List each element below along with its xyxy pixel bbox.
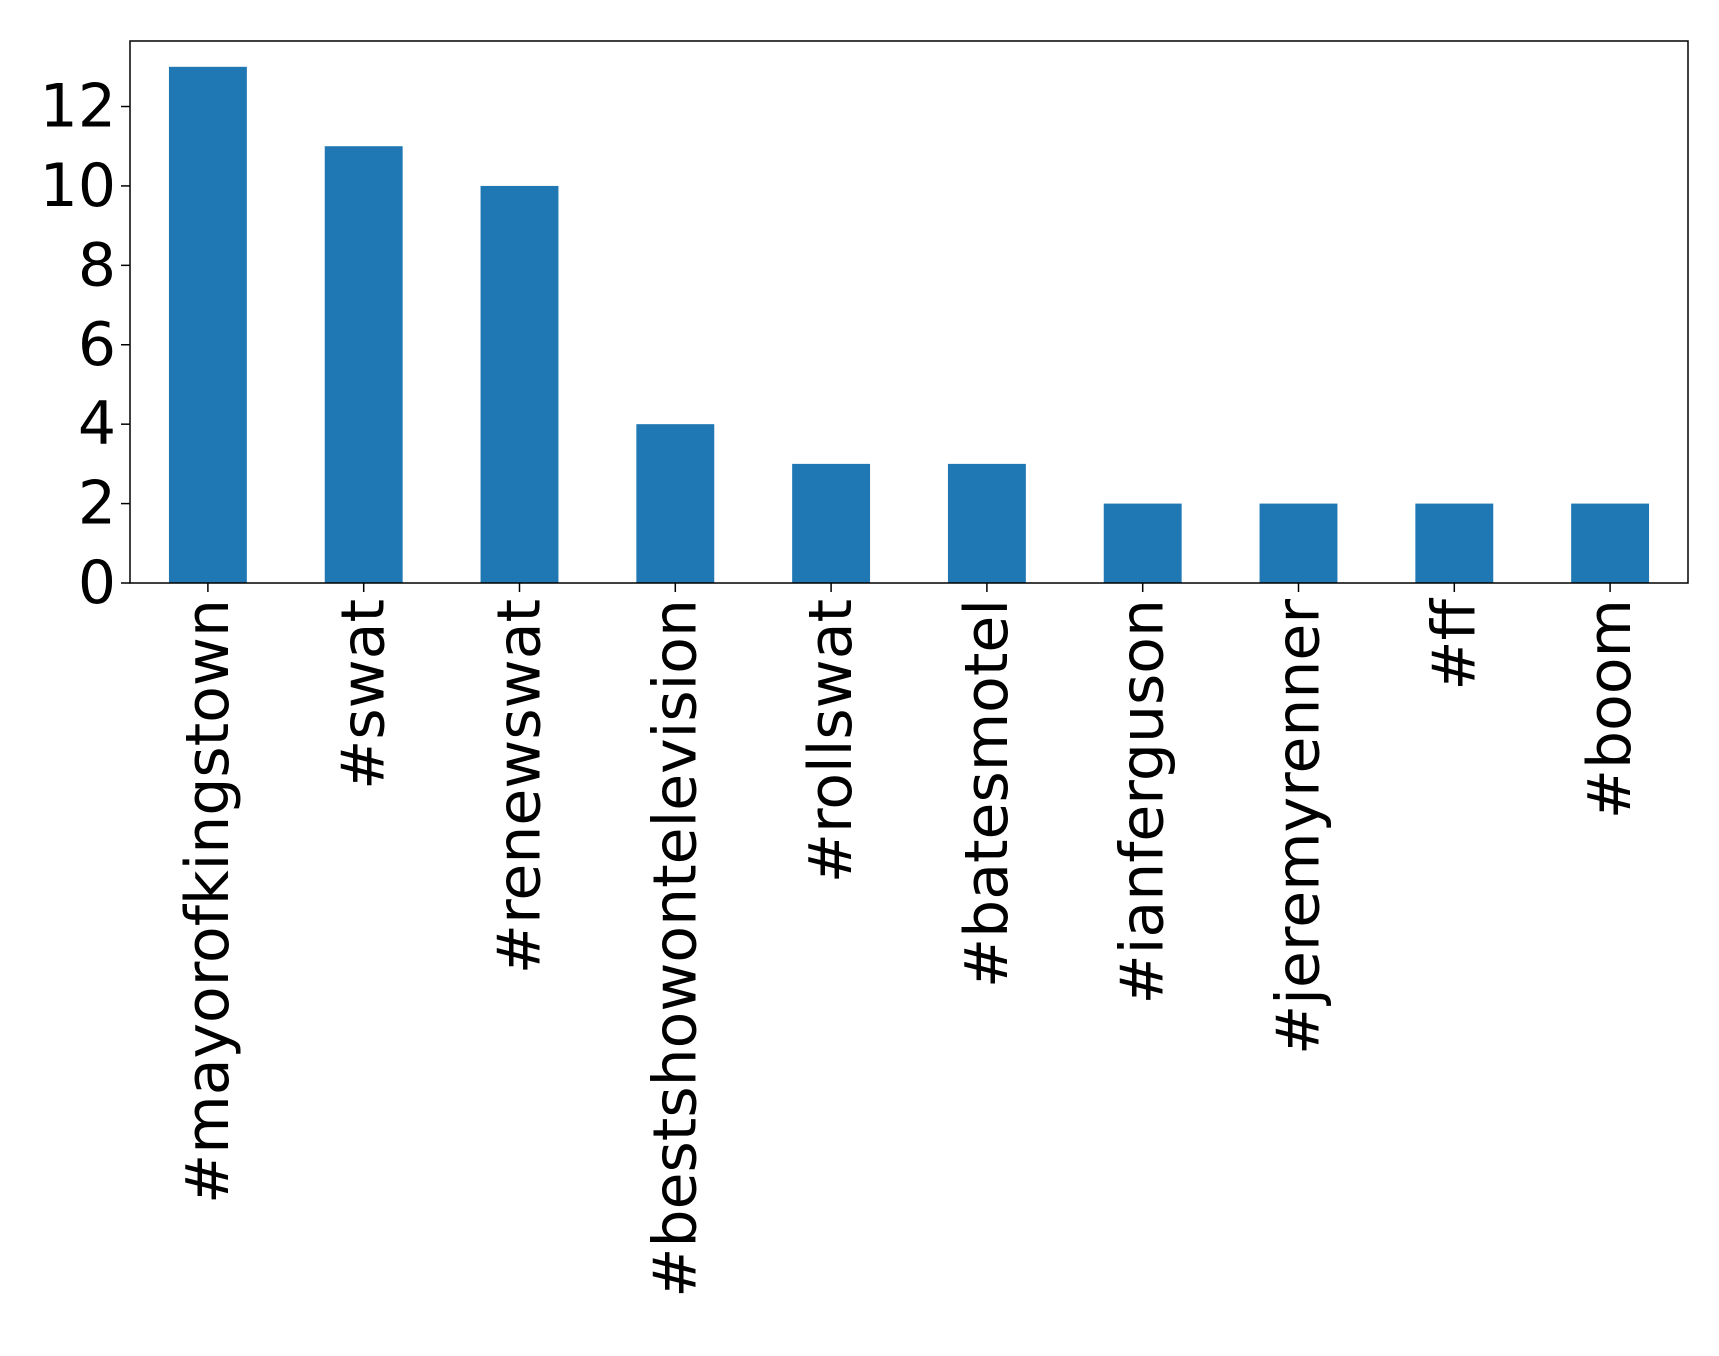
y-tick-label: 2 [78,469,116,539]
bar-batesmotel [947,463,1026,583]
bar-ianferguson [1103,503,1182,583]
y-tick-label: 6 [78,310,116,380]
x-tick-label: #jeremyrenner [1264,599,1334,1055]
bar-bestshowontelevision [636,424,715,583]
x-tick-label: #renewswat [485,599,555,974]
bar-mayorofkingstown [168,66,247,583]
x-tick-label: #rollswat [796,599,866,883]
x-tick-label: #swat [329,599,399,790]
bar-swat [324,146,403,583]
y-tick-label: 4 [78,389,116,459]
y-tick-label: 8 [78,230,116,300]
y-tick-label: 12 [40,72,116,142]
x-tick-label: #bestshowontelevision [640,599,710,1298]
bar-jeremyrenner [1259,503,1338,583]
bar-boom [1571,503,1650,583]
x-tick-label: #ianferguson [1108,599,1178,1005]
bar-rollswat [792,463,871,583]
x-tick-label: #ff [1419,597,1489,690]
y-tick-label: 0 [78,548,116,618]
x-tick-label: #batesmotel [952,599,1022,988]
axes-frame [129,40,1689,584]
x-tick-label: #mayorofkingstown [173,599,243,1204]
bar-renewswat [480,185,559,583]
x-tick-label: #boom [1575,599,1645,819]
plot-area: 0 2 4 6 8 10 12 #mayorofkingstown #swat #renewswa… [40,40,1689,1298]
bar-ff [1415,503,1494,583]
y-tick-label: 10 [40,151,116,221]
